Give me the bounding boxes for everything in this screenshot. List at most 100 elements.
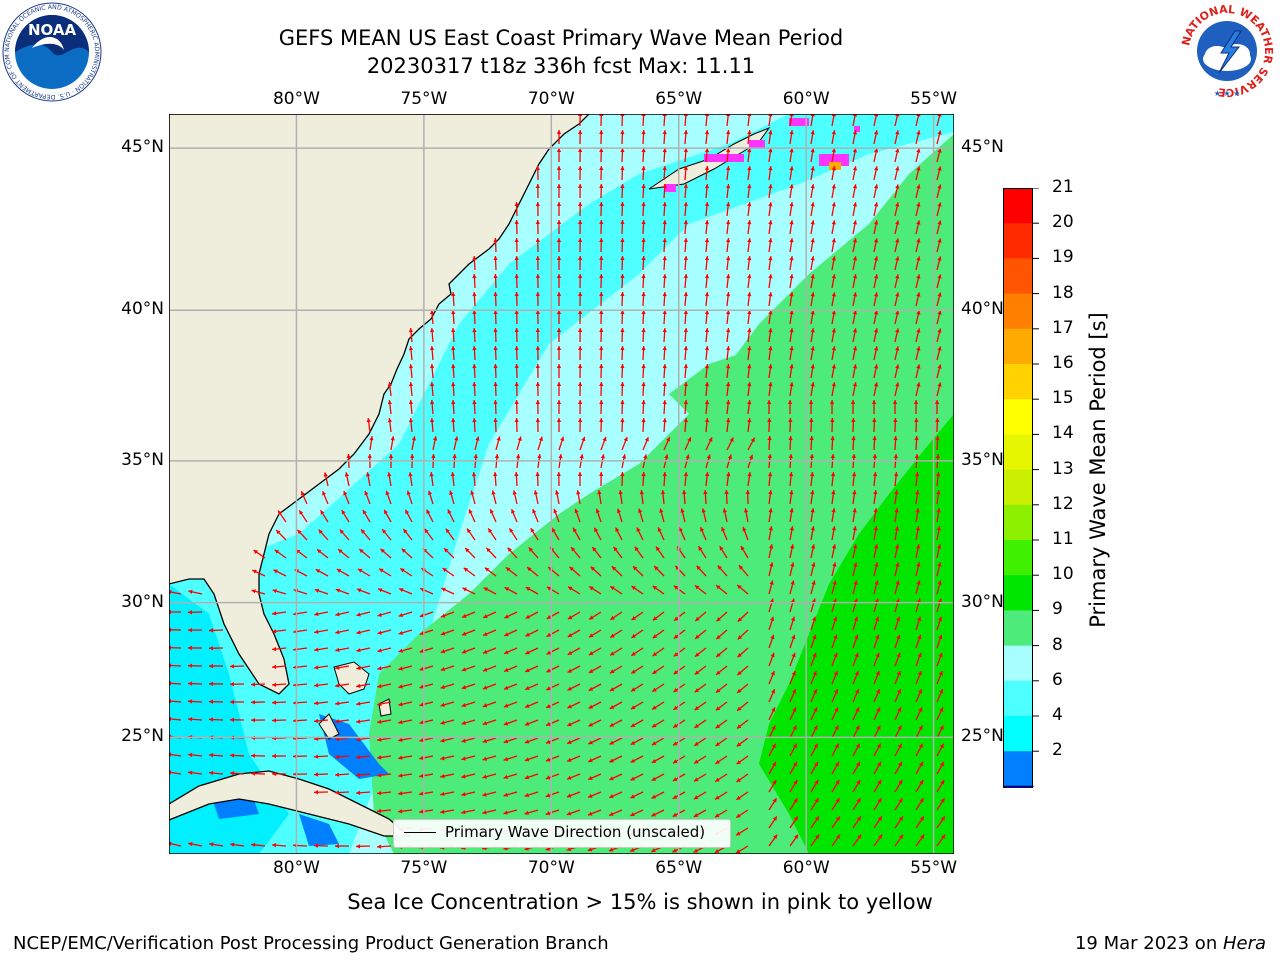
wave-direction-arrowhead <box>398 737 403 743</box>
wave-direction-arrowhead <box>873 364 879 369</box>
wave-direction-arrowhead <box>662 346 667 351</box>
wave-direction-arrowhead <box>873 166 879 171</box>
wave-direction-arrowhead <box>876 689 881 694</box>
wave-direction-arrowhead <box>314 843 319 848</box>
wave-direction-arrowhead <box>672 794 678 799</box>
wave-direction-arrowhead <box>940 816 945 821</box>
wave-direction-arrowhead <box>451 310 456 315</box>
wave-direction-arrowhead <box>577 220 583 224</box>
wave-direction-arrowhead <box>620 256 625 261</box>
wave-direction-arrowhead <box>566 775 572 780</box>
wave-direction-arrowhead <box>356 701 361 706</box>
wave-direction-arrowhead <box>577 292 583 296</box>
wave-direction-arrowhead <box>630 758 636 763</box>
wave-direction-arrowhead <box>873 328 879 333</box>
wave-direction-arrowhead <box>877 761 881 767</box>
wave-direction-arrowhead <box>567 668 573 673</box>
wave-direction-arrowhead <box>725 166 731 171</box>
wave-direction-arrowhead <box>514 346 519 351</box>
wave-direction-arrowhead <box>873 130 879 135</box>
wave-direction-arrowhead <box>556 292 562 296</box>
wave-direction-arrowhead <box>812 652 817 658</box>
wave-direction-arrowhead <box>791 634 796 640</box>
wave-direction-arrowhead <box>230 664 235 669</box>
wave-direction-arrowhead <box>738 565 744 570</box>
wave-direction-arrowhead <box>937 310 942 315</box>
wave-direction-arrowhead <box>852 256 858 261</box>
wave-direction-arrowhead <box>856 761 860 767</box>
wave-direction-arrowhead <box>771 689 776 694</box>
wave-direction-arrowhead <box>810 256 815 261</box>
wave-direction-arrowhead <box>387 472 392 477</box>
graticule <box>169 114 954 854</box>
wave-direction-arrowhead <box>659 508 664 513</box>
wave-direction-arrowhead <box>641 292 646 297</box>
wave-direction-arrowhead <box>789 238 794 243</box>
wave-direction-arrowhead <box>581 436 586 442</box>
wave-direction-arrowhead <box>895 346 900 351</box>
wave-direction-arrowhead <box>937 598 942 603</box>
wave-direction-arrowhead <box>278 510 283 515</box>
wave-direction-arrowhead <box>916 580 921 585</box>
wave-direction-arrowhead <box>700 527 705 532</box>
wave-direction-arrowhead <box>577 202 583 206</box>
wave-direction-arrowhead <box>346 454 351 459</box>
wave-direction-arrowhead <box>747 238 752 243</box>
wave-direction-arrowhead <box>493 292 498 297</box>
wave-direction-arrowhead <box>440 667 446 672</box>
wave-direction-arrowhead <box>895 220 900 225</box>
wave-direction-arrowhead <box>525 668 530 673</box>
wave-direction-arrowhead <box>770 634 775 640</box>
wave-direction-arrowhead <box>493 310 498 315</box>
wave-direction-arrowhead <box>831 346 836 351</box>
wave-direction-arrowhead <box>747 418 752 423</box>
wave-direction-arrowhead <box>715 777 720 782</box>
wave-direction-arrowhead <box>701 508 706 513</box>
wave-direction-arrowhead <box>835 779 840 785</box>
wave-direction-arrowhead <box>535 472 540 477</box>
lat-label-left: 45°N <box>121 137 164 158</box>
wave-direction-arrowhead <box>461 720 466 725</box>
wave-direction-arrowhead <box>230 699 234 705</box>
wave-direction-arrowhead <box>451 418 456 423</box>
wave-direction-arrowhead <box>599 202 604 207</box>
wave-direction-arrowhead <box>609 722 615 727</box>
wave-direction-arrowhead <box>251 753 256 758</box>
wave-direction-arrowhead <box>274 549 280 554</box>
lon-label-bottom: 70°W <box>527 858 575 878</box>
wave-direction-arrowhead <box>789 220 794 225</box>
wave-direction-arrowhead <box>916 364 921 369</box>
wave-direction-arrowhead <box>652 634 658 639</box>
wave-direction-arrowhead <box>429 382 435 387</box>
wave-direction-arrowhead <box>916 148 921 153</box>
wave-direction-arrowhead <box>613 546 618 552</box>
wave-direction-arrowhead <box>314 665 319 670</box>
wave-direction-arrowhead <box>408 382 414 387</box>
wave-direction-arrowhead <box>577 364 583 368</box>
wave-direction-arrowhead <box>429 328 435 333</box>
wave-direction-arrowhead <box>272 700 277 705</box>
wave-direction-arrowhead <box>538 436 544 442</box>
lon-label-bottom: 75°W <box>400 858 448 878</box>
wave-direction-arrowhead <box>747 382 752 387</box>
wave-direction-arrowhead <box>546 614 552 619</box>
wave-direction-arrowhead <box>768 256 773 261</box>
wave-direction-arrowhead <box>567 615 573 620</box>
wave-direction-arrowhead <box>829 400 835 404</box>
wave-direction-arrowhead <box>810 328 815 333</box>
wave-direction-arrowhead <box>429 364 435 369</box>
wave-direction-arrowhead <box>662 292 667 297</box>
wave-direction-arrowhead <box>535 310 540 314</box>
wave-direction-arrowhead <box>704 292 710 297</box>
wave-direction-arrowhead <box>230 717 234 722</box>
wave-direction-arrowhead <box>589 615 594 620</box>
wave-direction-arrowhead <box>704 472 710 477</box>
wave-direction-arrowhead <box>503 810 508 815</box>
wave-direction-arrowhead <box>767 454 772 459</box>
wave-direction-arrowhead <box>377 612 382 617</box>
wave-direction-arrowhead <box>188 770 193 775</box>
wave-direction-arrowhead <box>620 328 625 333</box>
wave-direction-arrowhead <box>369 436 374 441</box>
wave-direction-arrowhead <box>377 737 382 742</box>
wave-direction-arrowhead <box>610 586 615 591</box>
